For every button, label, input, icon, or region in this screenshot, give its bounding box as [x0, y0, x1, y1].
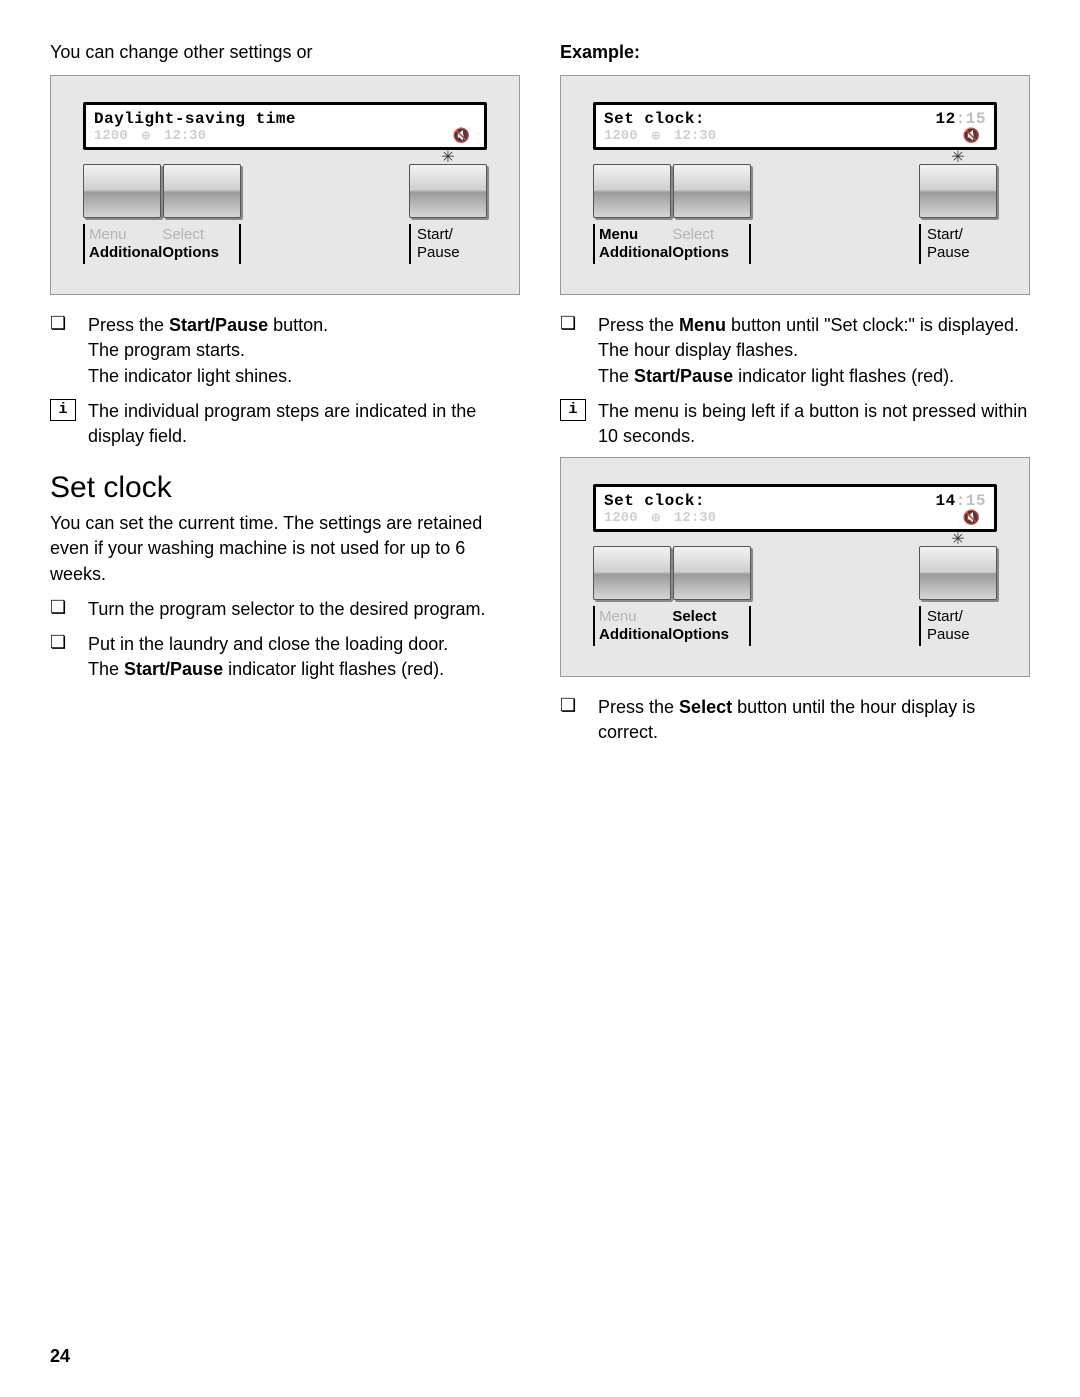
- menu-button[interactable]: [83, 164, 161, 218]
- control-panel-figure-1: Daylight-saving time1200⊕12:30🔇 MenuAddit…: [50, 75, 520, 295]
- start-pause-button[interactable]: [919, 164, 997, 218]
- step-text: Press the Select button until the hour d…: [598, 695, 1030, 745]
- start-label: Start/: [417, 226, 487, 244]
- step-text: Press the Menu button until "Set clock:"…: [598, 313, 1030, 389]
- start-label: Start/: [927, 608, 997, 626]
- control-panel-figure-2: Set clock:12:151200⊕12:30🔇 MenuAdditional…: [560, 75, 1030, 295]
- menu-button[interactable]: [593, 164, 671, 218]
- instruction-step: ❏ Put in the laundry and close the loadi…: [50, 632, 520, 682]
- start-label: Start/: [927, 226, 997, 244]
- section-heading: Set clock: [50, 471, 520, 505]
- additional-label: Additional: [599, 244, 672, 262]
- select-button[interactable]: [673, 164, 751, 218]
- select-label: Select: [672, 608, 745, 626]
- lcd-display: Set clock:14:151200⊕12:30🔇: [593, 484, 997, 532]
- menu-label: Menu: [89, 226, 162, 244]
- info-note: i The individual program steps are indic…: [50, 399, 520, 449]
- pause-label: Pause: [927, 244, 997, 262]
- info-note: i The menu is being left if a button is …: [560, 399, 1030, 449]
- start-pause-button[interactable]: [919, 546, 997, 600]
- options-label: Options: [672, 244, 745, 262]
- lead-text: You can change other settings or: [50, 40, 520, 65]
- select-button[interactable]: [673, 546, 751, 600]
- options-label: Options: [672, 626, 745, 644]
- right-column: Example: Set clock:12:151200⊕12:30🔇MenuA…: [560, 40, 1030, 748]
- example-heading: Example:: [560, 40, 1030, 65]
- instruction-step: ❏ Turn the program selector to the desir…: [50, 597, 520, 622]
- instruction-step: ❏ Press the Select button until the hour…: [560, 695, 1030, 745]
- info-icon: i: [50, 399, 76, 421]
- additional-label: Additional: [89, 244, 162, 262]
- info-icon: i: [560, 399, 586, 421]
- lcd-display: Daylight-saving time1200⊕12:30🔇: [83, 102, 487, 150]
- step-text: Put in the laundry and close the loading…: [88, 632, 520, 682]
- bullet-icon: ❏: [50, 313, 76, 389]
- pause-label: Pause: [927, 626, 997, 644]
- info-text: The menu is being left if a button is no…: [598, 399, 1030, 449]
- bullet-icon: ❏: [560, 313, 586, 389]
- options-label: Options: [162, 244, 235, 262]
- lcd-display: Set clock:12:151200⊕12:30🔇: [593, 102, 997, 150]
- bullet-icon: ❏: [50, 632, 76, 682]
- menu-label: Menu: [599, 226, 672, 244]
- page-number: 24: [50, 1346, 70, 1367]
- additional-label: Additional: [599, 626, 672, 644]
- bullet-icon: ❏: [50, 597, 76, 622]
- instruction-step: ❏ Press the Menu button until "Set clock…: [560, 313, 1030, 389]
- pause-label: Pause: [417, 244, 487, 262]
- menu-button[interactable]: [593, 546, 671, 600]
- bullet-icon: ❏: [560, 695, 586, 745]
- paragraph: You can set the current time. The settin…: [50, 511, 520, 587]
- info-text: The individual program steps are indicat…: [88, 399, 520, 449]
- left-column: You can change other settings or Dayligh…: [50, 40, 520, 748]
- control-panel-figure-3: Set clock:14:151200⊕12:30🔇 MenuAdditional…: [560, 457, 1030, 677]
- select-label: Select: [162, 226, 235, 244]
- select-label: Select: [672, 226, 745, 244]
- step-text: Press the Start/Pause button. The progra…: [88, 313, 520, 389]
- start-pause-button[interactable]: [409, 164, 487, 218]
- menu-label: Menu: [599, 608, 672, 626]
- step-text: Turn the program selector to the desired…: [88, 597, 520, 622]
- instruction-step: ❏ Press the Start/Pause button. The prog…: [50, 313, 520, 389]
- select-button[interactable]: [163, 164, 241, 218]
